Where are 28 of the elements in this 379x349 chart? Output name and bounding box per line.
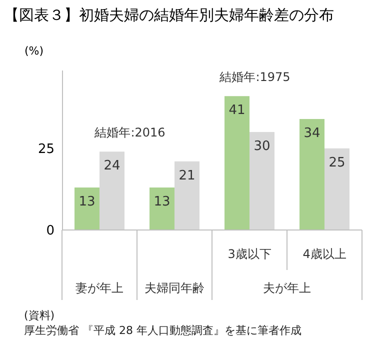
x-tick-label: 夫婦同年齢 <box>144 281 204 295</box>
data-label: 24 <box>104 158 120 174</box>
x-tick-label: 4歳以上 <box>302 247 346 261</box>
text: (資料) <box>24 309 55 322</box>
text: 厚生労働省 『平成 28 年人口動態調査』を基に筆者作成 <box>24 324 302 337</box>
data-label: 21 <box>178 168 196 184</box>
data-label: 41 <box>228 103 246 118</box>
data-label: 13 <box>78 194 96 210</box>
series-label: 結婚年:1975 <box>218 70 290 84</box>
text: 夫が年上 <box>263 281 311 295</box>
y-tick-label: 0 <box>46 224 54 238</box>
bar <box>74 188 100 230</box>
data-label: 34 <box>304 126 320 141</box>
y-axis-title: (%) <box>24 44 44 58</box>
data-label: 30 <box>254 139 270 154</box>
x-tick-label: 3歳以下 <box>228 247 272 261</box>
bar <box>250 132 274 230</box>
bar <box>150 188 174 230</box>
bar <box>174 161 200 230</box>
data-label: 25 <box>328 155 346 170</box>
bar <box>324 148 350 230</box>
bar <box>100 152 124 230</box>
bar <box>224 96 250 230</box>
x-tick-label: 妻が年上 <box>76 281 124 295</box>
chart-title: 【図表３】初婚夫婦の結婚年別夫婦年齢差の分布 <box>4 6 334 24</box>
series-label: 結婚年:2016 <box>94 126 166 140</box>
bar <box>300 118 324 230</box>
data-label: 13 <box>154 194 170 210</box>
